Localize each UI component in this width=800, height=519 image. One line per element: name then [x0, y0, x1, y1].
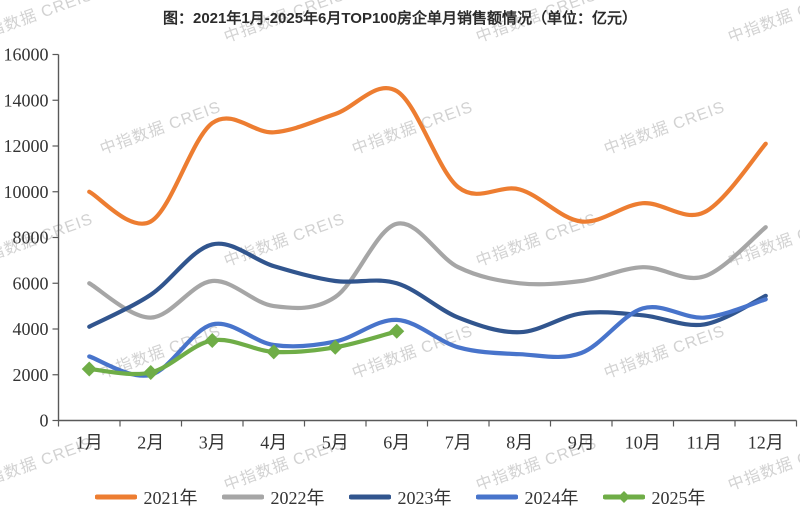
y-axis-label: 14000: [4, 90, 49, 110]
diamond-marker: [266, 344, 282, 360]
diamond-marker: [81, 361, 97, 377]
y-axis-label: 2000: [13, 365, 49, 385]
legend-swatch: [602, 491, 645, 503]
legend-swatch: [475, 494, 518, 500]
legend-item-2022年: 2022年: [221, 484, 325, 510]
x-axis-label: 10月: [625, 433, 661, 453]
chart-title: 图：2021年1月-2025年6月TOP100房企单月销售额情况（单位：亿元）: [162, 10, 637, 27]
x-axis-label: 11月: [687, 433, 722, 453]
legend-swatch: [348, 494, 391, 500]
legend-item-2023年: 2023年: [348, 484, 452, 510]
x-axis-label: 12月: [748, 433, 784, 453]
y-axis-label: 12000: [4, 136, 49, 156]
x-axis-label: 6月: [383, 433, 410, 453]
legend: 2021年 2022年 2023年 2024年 2025年: [0, 484, 800, 510]
legend-label: 2025年: [651, 488, 706, 508]
x-axis-label: 4月: [260, 433, 287, 453]
legend-swatch: [94, 494, 137, 500]
series-line-2021年: [87, 86, 768, 226]
x-axis-label: 3月: [199, 433, 226, 453]
series-line-2024年: [87, 297, 768, 378]
y-axis-label: 0: [40, 411, 49, 431]
legend-item-2025年: 2025年: [602, 484, 706, 510]
legend-label: 2023年: [397, 488, 452, 508]
legend-label: 2021年: [143, 488, 198, 508]
x-axis-label: 5月: [322, 433, 349, 453]
series-line-2022年: [87, 221, 768, 320]
diamond-marker: [143, 364, 159, 380]
y-axis-label: 6000: [13, 273, 49, 293]
legend-label: 2024年: [524, 488, 579, 508]
legend-item-2024年: 2024年: [475, 484, 579, 510]
x-axis-label: 7月: [445, 433, 472, 453]
y-axis-label: 10000: [4, 182, 49, 202]
y-axis-label: 16000: [4, 45, 49, 65]
series-line-2023年: [87, 241, 768, 335]
diamond-marker: [204, 332, 220, 348]
x-axis-label: 9月: [568, 433, 595, 453]
x-axis-label: 8月: [506, 433, 533, 453]
y-axis-label: 4000: [13, 319, 49, 339]
legend-label: 2022年: [270, 488, 325, 508]
legend-item-2021年: 2021年: [94, 484, 198, 510]
legend-diamond-icon: [617, 491, 630, 503]
diamond-marker: [389, 323, 405, 339]
x-axis-label: 2月: [137, 433, 164, 453]
y-axis-label: 8000: [13, 228, 49, 248]
legend-swatch: [221, 494, 264, 500]
x-axis-label: 1月: [76, 433, 103, 453]
diamond-marker: [327, 339, 343, 355]
